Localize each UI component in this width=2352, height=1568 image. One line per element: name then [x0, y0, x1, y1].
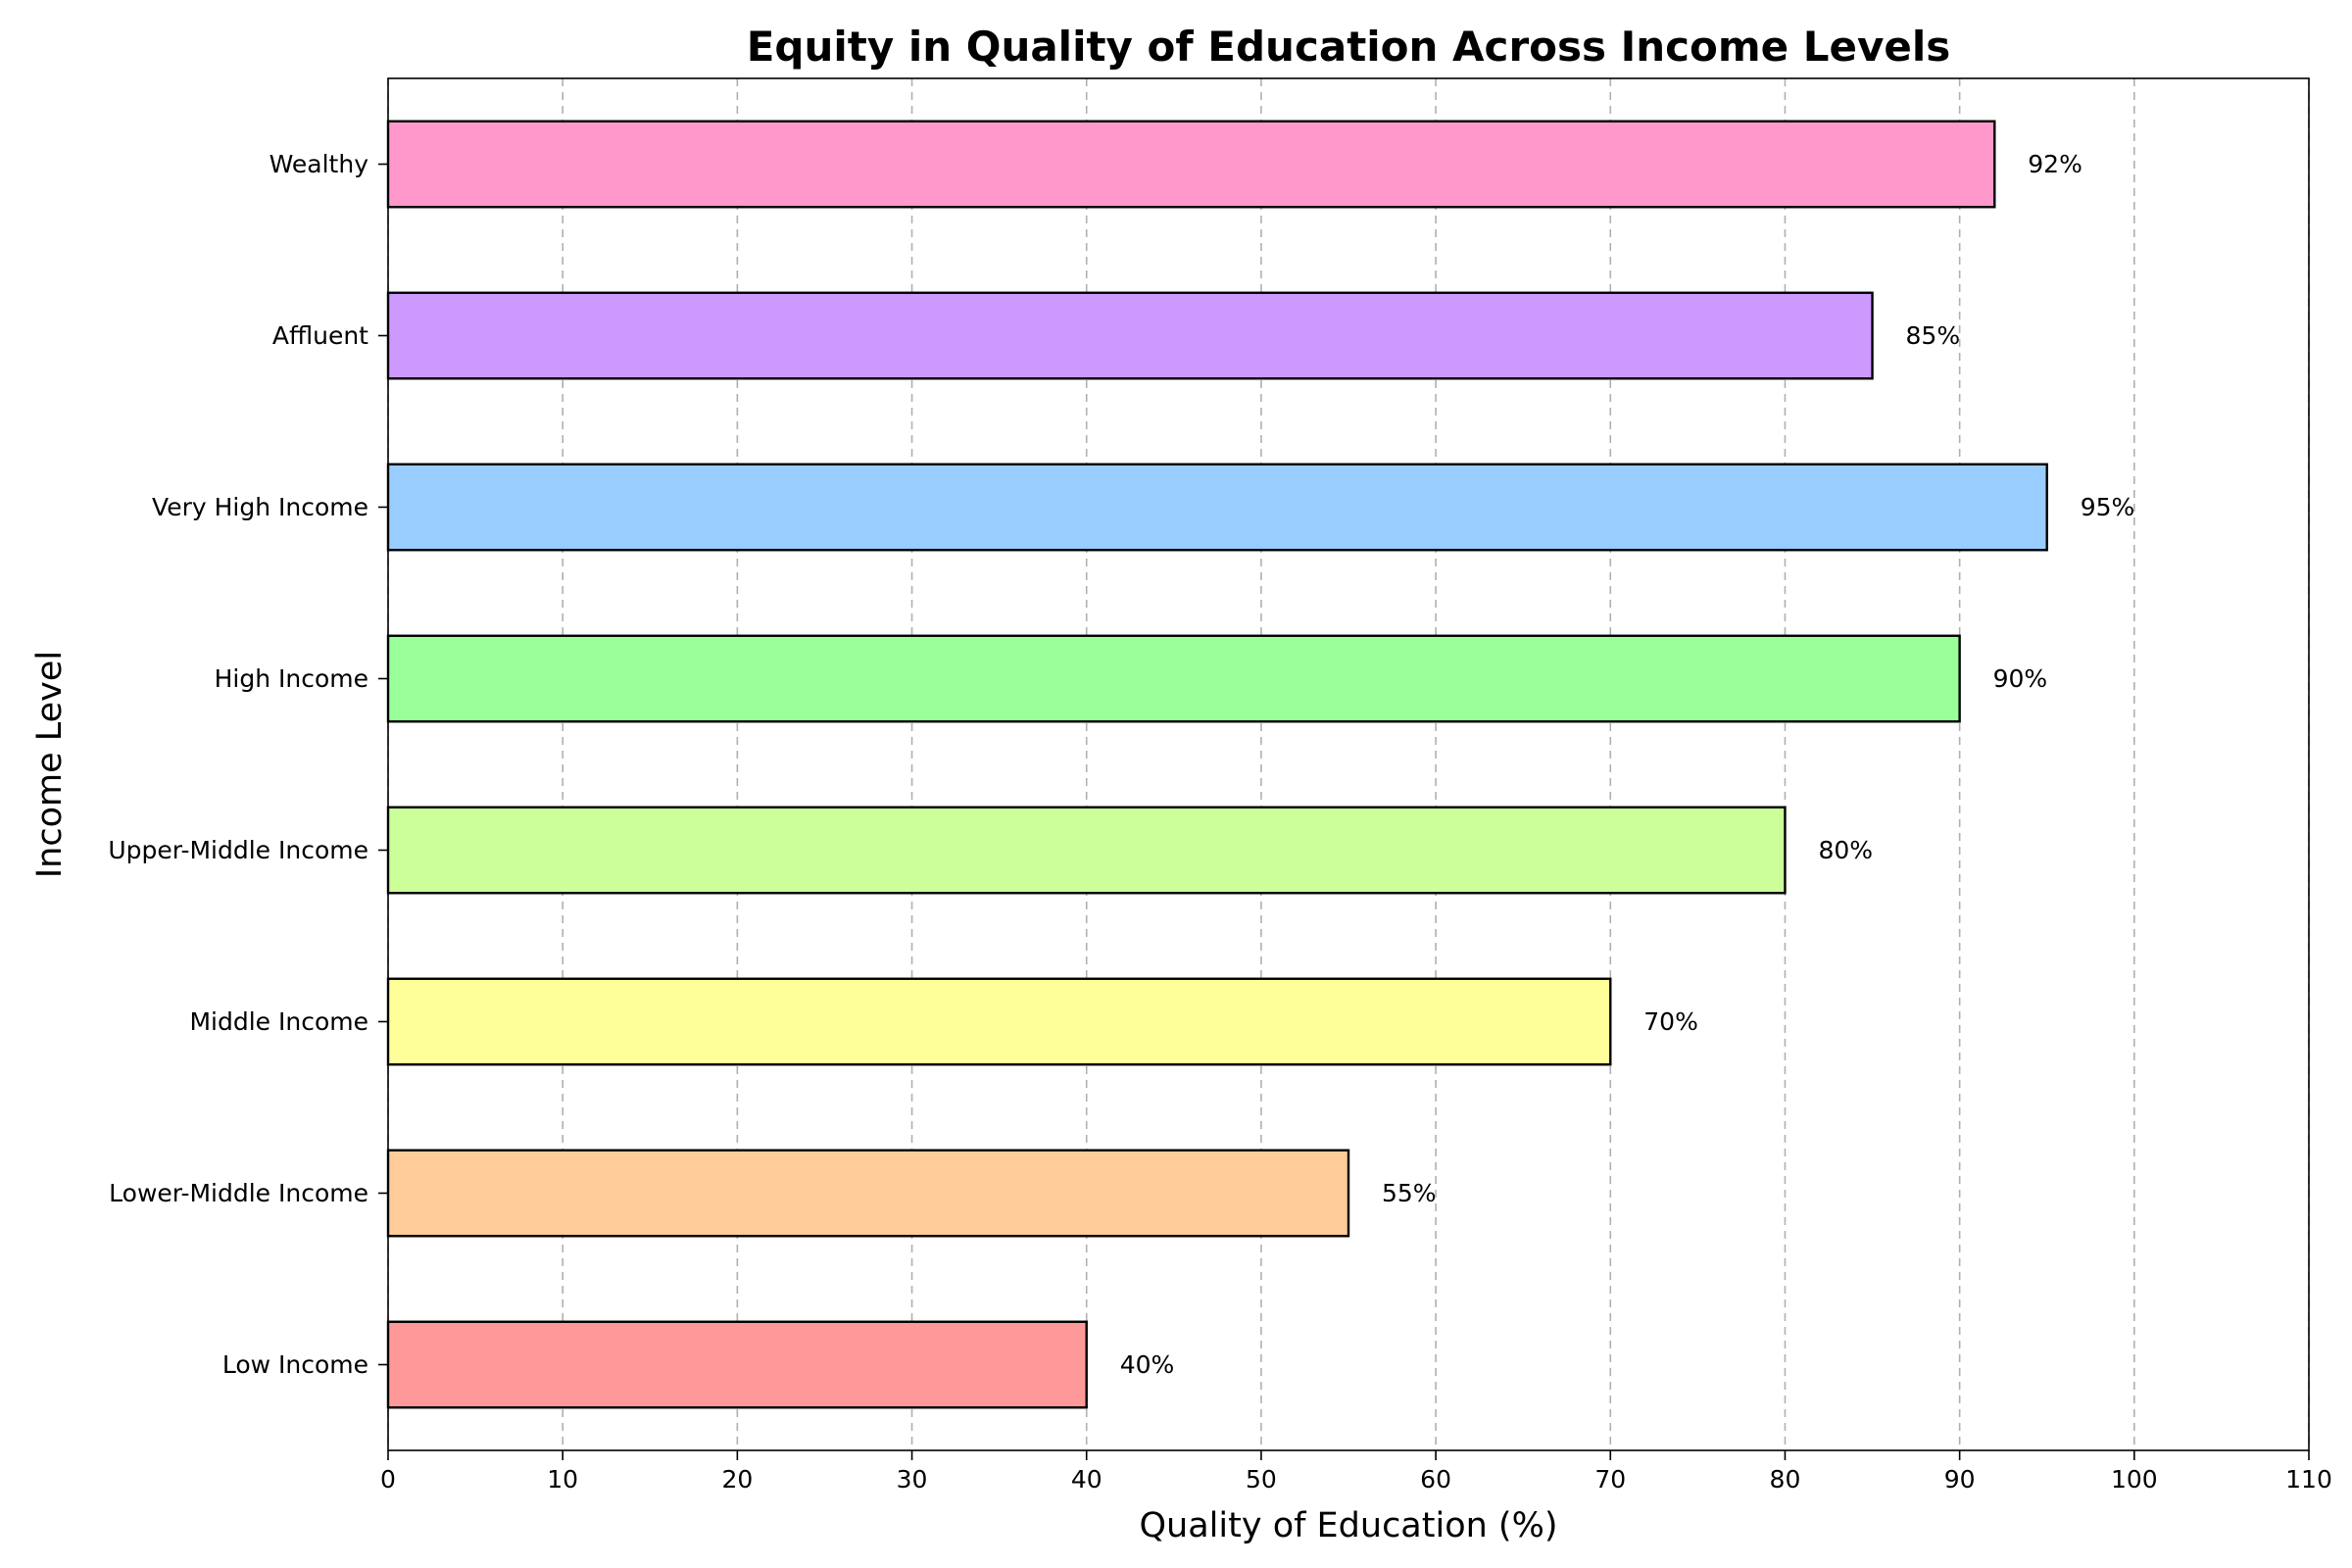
data-label-middle-income: 70%	[1643, 1007, 1698, 1036]
x-tick-label-30: 30	[897, 1465, 928, 1494]
chart-title: Equity in Quality of Education Across In…	[747, 23, 1951, 71]
x-tick-label-110: 110	[2285, 1465, 2332, 1494]
x-tick-label-70: 70	[1594, 1465, 1626, 1494]
y-tick-label-very-high-income: Very High Income	[152, 493, 368, 521]
y-tick-label-upper-middle-income: Upper-Middle Income	[108, 836, 368, 864]
y-tick-label-affluent: Affluent	[272, 321, 368, 350]
bar-middle-income	[386, 977, 1612, 1066]
x-tick-label-100: 100	[2111, 1465, 2158, 1494]
x-tick-label-20: 20	[721, 1465, 753, 1494]
plot-frame	[387, 77, 2310, 1451]
bar-upper-middle-income	[386, 806, 1787, 895]
y-tick-label-wealthy: Wealthy	[270, 150, 369, 178]
data-label-very-high-income: 95%	[2081, 493, 2135, 521]
bar-low-income	[386, 1320, 1088, 1409]
data-label-wealthy: 92%	[2028, 150, 2082, 178]
x-axis-ticks: 0 10 20 30 40 50 60 70 80 90 100 110	[380, 1450, 2332, 1494]
x-tick-label-0: 0	[380, 1465, 396, 1494]
x-tick-label-60: 60	[1420, 1465, 1451, 1494]
x-tick-label-40: 40	[1071, 1465, 1102, 1494]
bars	[386, 120, 2048, 1409]
y-tick-label-high-income: High Income	[215, 664, 368, 693]
data-label-affluent: 85%	[1906, 321, 1961, 350]
y-axis-label: Income Level	[30, 651, 70, 878]
bar-wealthy	[386, 120, 1996, 209]
data-label-lower-middle-income: 55%	[1382, 1179, 1437, 1207]
x-tick-label-80: 80	[1770, 1465, 1801, 1494]
data-labels: 40% 55% 70% 80% 90% 95% 85% 92%	[1120, 150, 2135, 1379]
bar-very-high-income	[386, 463, 2048, 552]
data-label-upper-middle-income: 80%	[1818, 836, 1873, 864]
data-label-high-income: 90%	[1993, 664, 2048, 693]
y-tick-label-low-income: Low Income	[222, 1350, 368, 1379]
x-tick-label-90: 90	[1944, 1465, 1976, 1494]
bar-affluent	[386, 291, 1874, 380]
bar-high-income	[386, 634, 1961, 723]
y-tick-label-lower-middle-income: Lower-Middle Income	[109, 1179, 368, 1207]
x-tick-label-10: 10	[547, 1465, 578, 1494]
y-axis-ticks: Low Income Lower-Middle Income Middle Inco…	[108, 150, 388, 1379]
x-axis-label: Quality of Education (%)	[1140, 1506, 1558, 1545]
data-label-low-income: 40%	[1120, 1350, 1175, 1379]
x-tick-label-50: 50	[1246, 1465, 1277, 1494]
y-tick-label-middle-income: Middle Income	[189, 1007, 368, 1036]
bar-lower-middle-income	[386, 1149, 1350, 1238]
